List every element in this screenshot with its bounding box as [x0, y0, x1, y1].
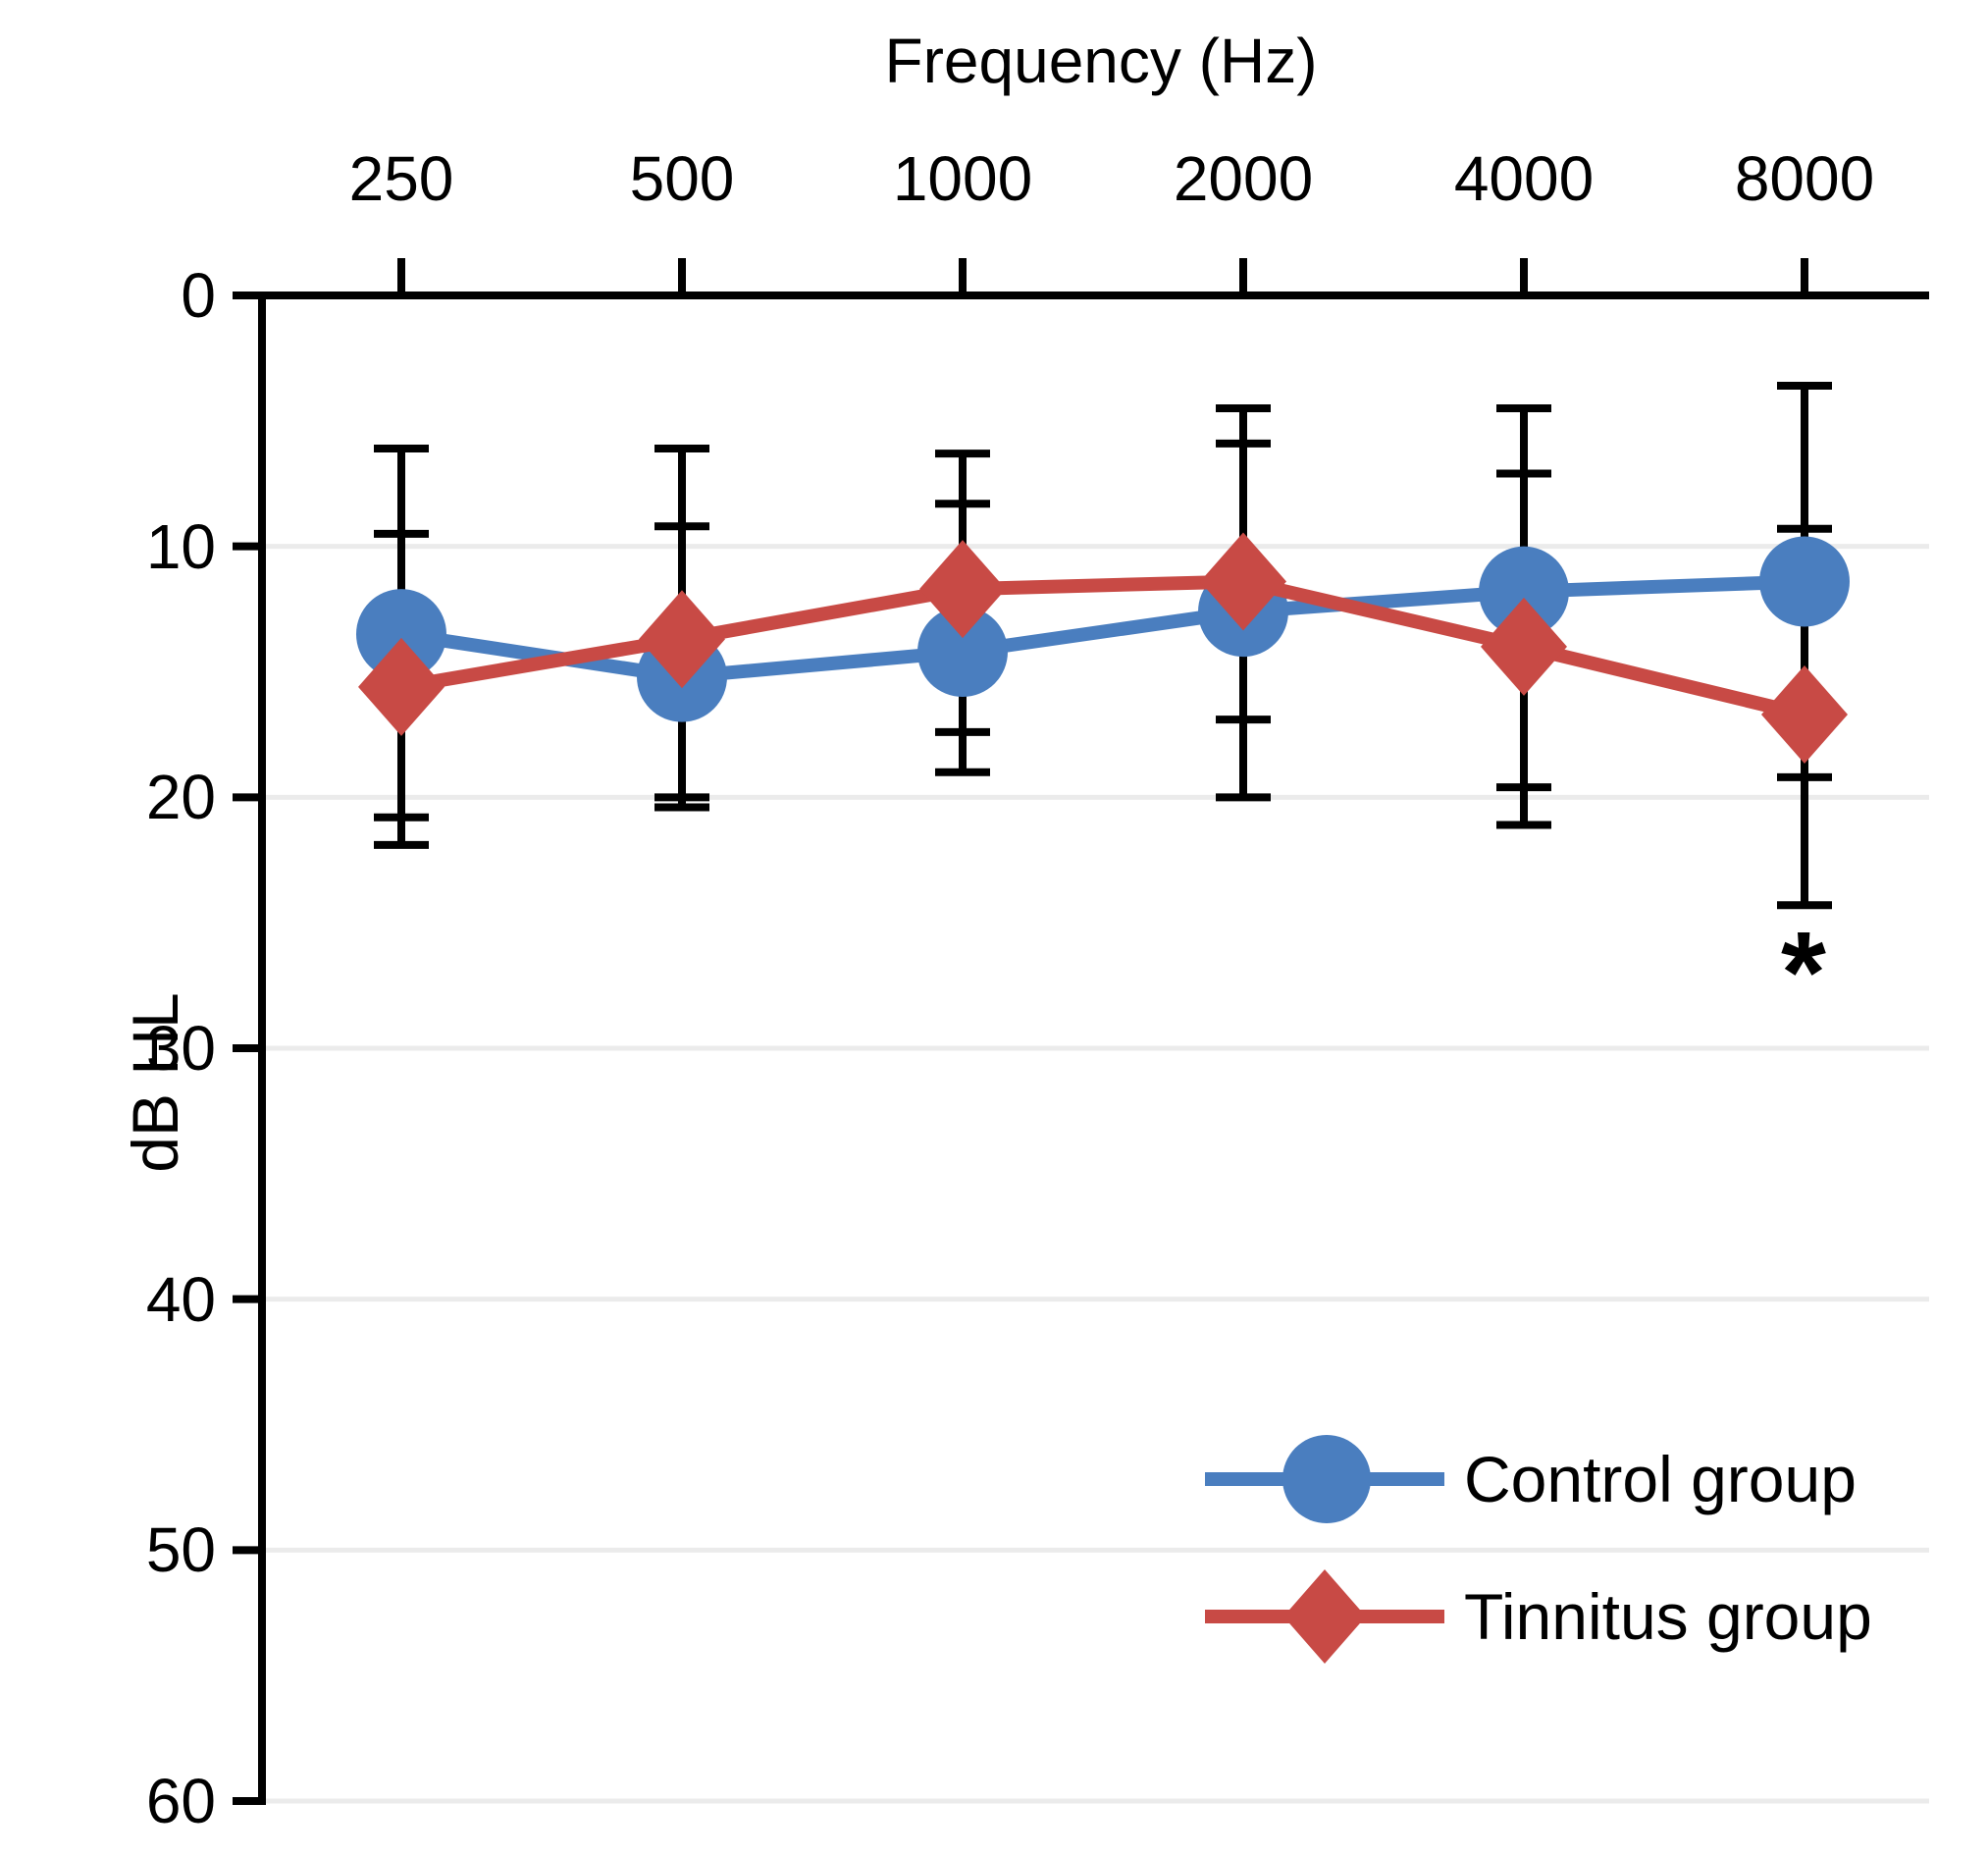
x-tick-label-2000: 2000 — [1173, 143, 1314, 214]
y-tick-label-10: 10 — [145, 511, 216, 582]
x-tick-label-250: 250 — [348, 143, 454, 214]
x-tick-label-4000: 4000 — [1453, 143, 1595, 214]
legend-markers — [1205, 1435, 1444, 1664]
x-tick-label-500: 500 — [629, 143, 735, 214]
legend-label-tinnitus: Tinnitus group — [1464, 1580, 1872, 1653]
x-tick-label-1000: 1000 — [892, 143, 1033, 214]
error-bars — [374, 382, 1832, 910]
y-tick-label-60: 60 — [145, 1766, 216, 1836]
gridlines — [262, 544, 1929, 1804]
y-tick-label-50: 50 — [145, 1514, 216, 1585]
significance-asterisk: * — [1781, 908, 1826, 1037]
y-tick-label-30: 30 — [145, 1013, 216, 1084]
axes — [233, 258, 1929, 1805]
y-tick-label-40: 40 — [145, 1264, 216, 1335]
series-diamond — [358, 532, 1848, 764]
series-circle — [356, 536, 1850, 722]
y-axis-title: dB HL — [119, 992, 191, 1173]
x-axis-title: Frequency (Hz) — [884, 26, 1318, 96]
legend-label-control: Control group — [1464, 1443, 1857, 1515]
y-tick-label-20: 20 — [145, 762, 216, 832]
x-tick-label-8000: 8000 — [1734, 143, 1875, 214]
y-tick-label-0: 0 — [181, 260, 216, 331]
